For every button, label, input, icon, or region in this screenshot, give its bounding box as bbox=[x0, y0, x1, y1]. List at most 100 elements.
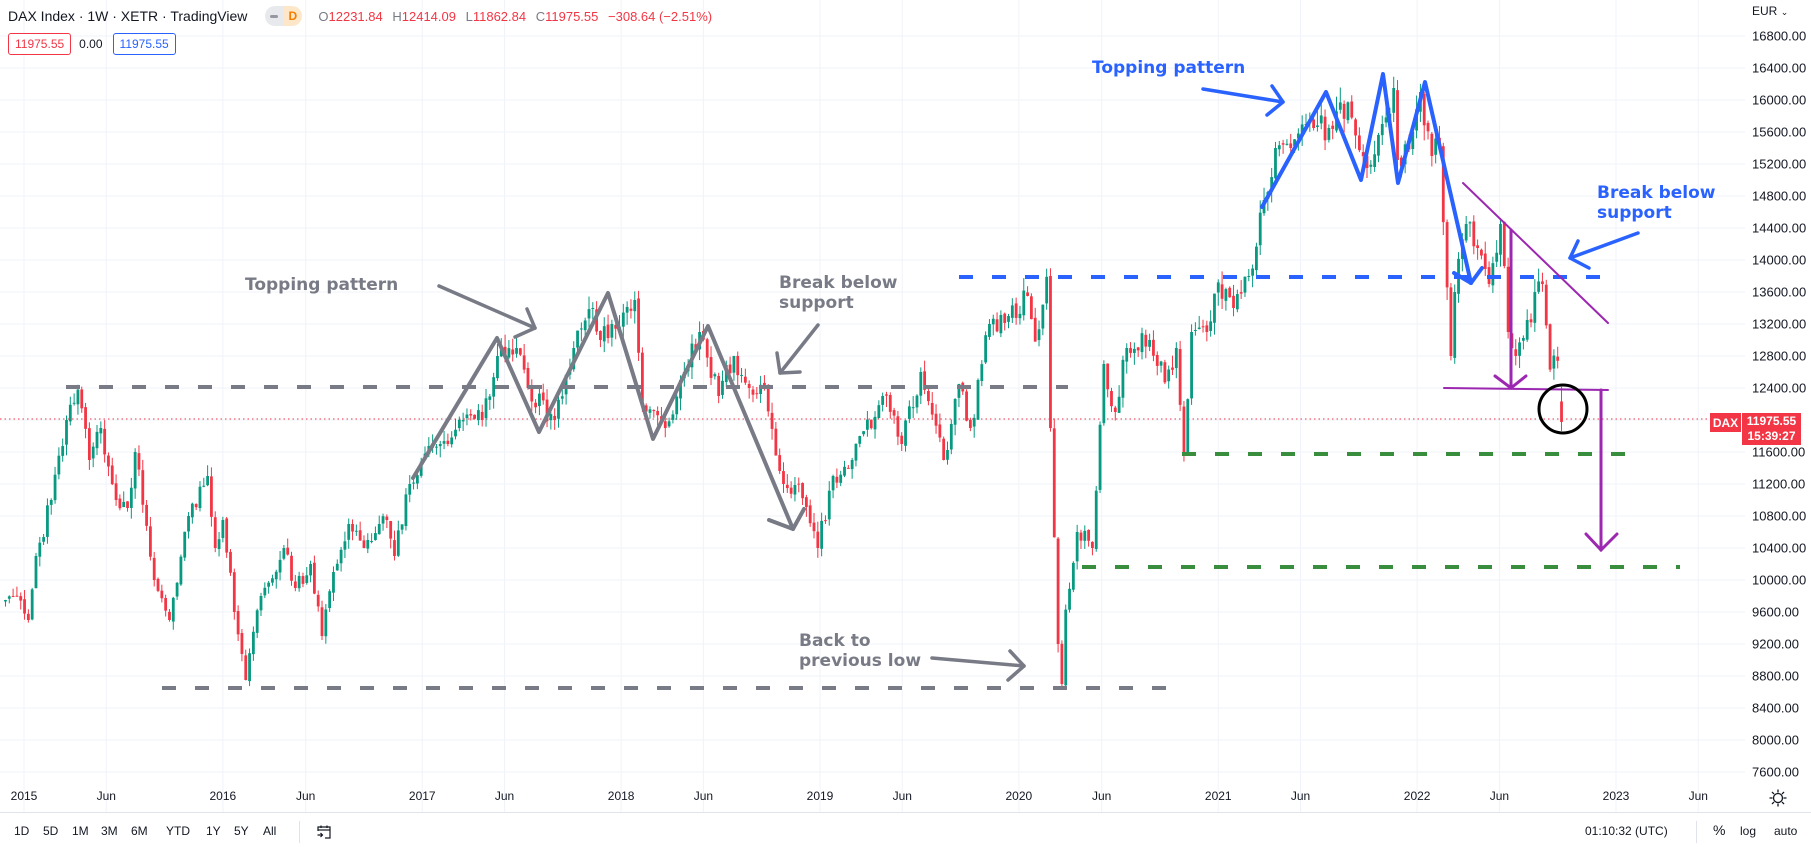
candle bbox=[324, 603, 328, 644]
candle bbox=[1392, 76, 1396, 122]
symbol-title[interactable]: DAX Index · 1W · XETR · TradingView bbox=[8, 8, 248, 24]
candle-body bbox=[1003, 313, 1007, 323]
range-button-6m[interactable]: 6M bbox=[131, 824, 148, 838]
candle-body bbox=[534, 402, 537, 408]
range-button-1m[interactable]: 1M bbox=[72, 824, 89, 838]
range-button-all[interactable]: All bbox=[263, 824, 277, 838]
candle-body bbox=[1300, 124, 1304, 135]
time-axis-label: 2020 bbox=[1005, 789, 1033, 803]
delayed-data-badge[interactable]: D bbox=[283, 6, 303, 26]
percent-scale-toggle[interactable]: % bbox=[1713, 822, 1726, 838]
candle bbox=[19, 592, 23, 610]
go-to-date-calendar-icon[interactable] bbox=[316, 824, 332, 840]
candle bbox=[1430, 131, 1434, 167]
price-axis-label: 14000.00 bbox=[1752, 252, 1807, 268]
candle-body bbox=[221, 520, 225, 538]
candle-body bbox=[351, 524, 354, 532]
gray-back-label[interactable]: Back to previous low bbox=[799, 631, 921, 671]
candle-body bbox=[1338, 102, 1342, 110]
candle bbox=[866, 410, 869, 437]
candle bbox=[591, 302, 595, 320]
candle bbox=[335, 559, 339, 571]
blue-topping-arrow[interactable] bbox=[1201, 87, 1285, 104]
candle-body bbox=[469, 414, 473, 416]
range-button-ytd[interactable]: YTD bbox=[166, 824, 190, 838]
candle-body bbox=[816, 531, 820, 548]
blue-topping-label[interactable]: Topping pattern bbox=[1092, 58, 1246, 78]
candle-body bbox=[778, 455, 782, 471]
chart-settings-gear-icon[interactable] bbox=[1769, 789, 1787, 807]
gray-back-arrow[interactable] bbox=[930, 656, 1026, 668]
candle-body bbox=[7, 596, 11, 599]
candle-body bbox=[1121, 359, 1125, 398]
gray-topping-arrow[interactable] bbox=[437, 284, 537, 330]
candle-body bbox=[236, 611, 240, 635]
purple-resistance-trendline[interactable] bbox=[1462, 182, 1609, 324]
candle-body bbox=[1216, 282, 1220, 293]
candle bbox=[1205, 320, 1209, 342]
candle bbox=[236, 605, 240, 642]
range-button-3m[interactable]: 3M bbox=[101, 824, 118, 838]
candle bbox=[34, 552, 38, 589]
auto-scale-toggle[interactable]: auto bbox=[1774, 824, 1798, 838]
sell-price-button[interactable]: 11975.55 bbox=[8, 33, 72, 55]
range-button-5d[interactable]: 5D bbox=[43, 824, 59, 838]
blue-annotations[interactable] bbox=[959, 72, 1640, 285]
candle bbox=[53, 466, 57, 504]
candle-body bbox=[1186, 399, 1190, 455]
gray-break-arrow[interactable] bbox=[778, 323, 820, 375]
gray-break-label[interactable]: Break below support bbox=[779, 273, 897, 313]
candle bbox=[1529, 313, 1533, 328]
candle bbox=[885, 391, 888, 408]
price-axis-label: 11200.00 bbox=[1752, 476, 1806, 492]
candle bbox=[579, 322, 583, 342]
candle-body bbox=[656, 410, 660, 416]
gray-zigzag-arrowhead bbox=[767, 507, 806, 531]
green-annotations[interactable] bbox=[1082, 452, 1680, 569]
purple-target-arrowhead bbox=[1584, 532, 1619, 553]
time-axis-label: Jun bbox=[96, 789, 116, 803]
time-axis-label: Jun bbox=[1290, 789, 1311, 803]
candle-body bbox=[557, 399, 560, 419]
gray-topping-label[interactable]: Topping pattern bbox=[245, 275, 399, 295]
candle bbox=[1129, 342, 1132, 358]
collapse-icon[interactable] bbox=[265, 6, 284, 26]
chart-plot-area[interactable] bbox=[0, 0, 1745, 812]
blue-break-arrow[interactable] bbox=[1568, 231, 1640, 260]
candle-body bbox=[301, 576, 305, 584]
buy-price-button[interactable]: 11975.55 bbox=[112, 33, 176, 55]
purple-support-line[interactable] bbox=[1443, 387, 1609, 391]
symbol-legend[interactable]: DAX Index · 1W · XETR · TradingView D O1… bbox=[8, 6, 718, 26]
purple-annotations[interactable] bbox=[1443, 182, 1619, 553]
candle-body bbox=[1117, 396, 1121, 413]
currency-dropdown[interactable]: EUR ⌄ bbox=[1752, 4, 1788, 18]
candle-body bbox=[362, 540, 366, 548]
candle bbox=[328, 589, 332, 612]
candle bbox=[743, 368, 747, 385]
candle bbox=[198, 481, 202, 512]
range-button-1y[interactable]: 1Y bbox=[206, 824, 221, 838]
candle-body bbox=[415, 475, 419, 484]
candle bbox=[675, 392, 679, 420]
candle bbox=[538, 385, 541, 416]
candle-body bbox=[515, 348, 518, 354]
utc-clock[interactable]: 01:10:32 (UTC) bbox=[1585, 824, 1668, 838]
candle bbox=[927, 386, 930, 406]
candle-body bbox=[152, 557, 156, 580]
breakdown-circle[interactable] bbox=[1537, 383, 1589, 435]
candle-body bbox=[1480, 249, 1483, 256]
candle bbox=[202, 477, 206, 488]
log-scale-toggle[interactable]: log bbox=[1740, 824, 1757, 838]
candle bbox=[286, 538, 290, 556]
candle bbox=[785, 474, 789, 493]
range-button-5y[interactable]: 5Y bbox=[234, 824, 249, 838]
gray-annotations[interactable] bbox=[66, 284, 1166, 690]
candle bbox=[766, 384, 770, 417]
gray-topping-zigzag[interactable] bbox=[411, 291, 795, 531]
candle bbox=[751, 385, 755, 403]
market-status-badge[interactable]: D bbox=[265, 6, 303, 26]
candle-body bbox=[438, 444, 442, 447]
blue-topping-zigzag[interactable] bbox=[1260, 72, 1473, 285]
blue-break-label[interactable]: Break below support bbox=[1597, 183, 1715, 223]
range-button-1d[interactable]: 1D bbox=[14, 824, 30, 838]
